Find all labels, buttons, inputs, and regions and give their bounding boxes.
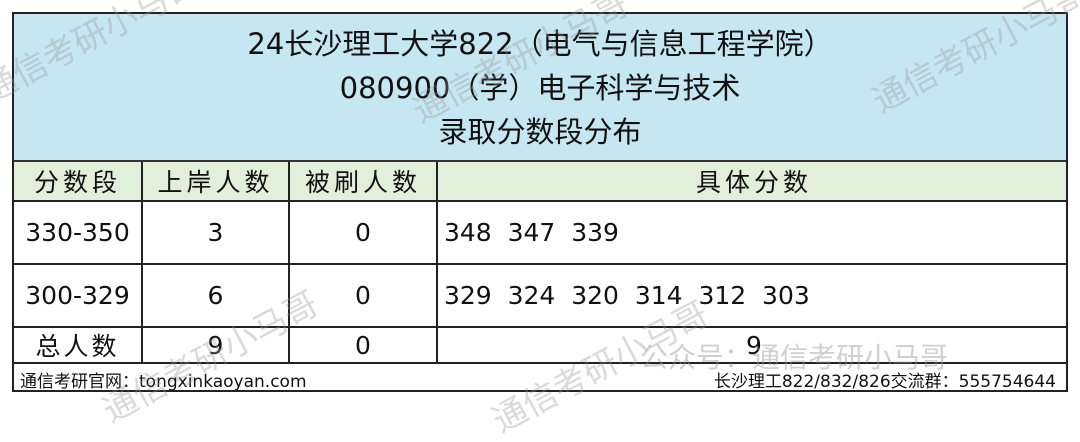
table-row: 330-350 3 0 348 347 339 [14, 202, 1066, 265]
header-rejected: 被刷人数 [290, 162, 438, 200]
total-admitted: 9 [143, 328, 290, 362]
header-range: 分数段 [14, 162, 143, 200]
table-title: 24长沙理工大学822（电气与信息工程学院） 080900（学）电子科学与技术 … [14, 14, 1066, 162]
range-cell: 300-329 [14, 265, 143, 326]
rejected-cell: 0 [290, 202, 438, 263]
scores-cell: 348 347 339 [444, 218, 619, 247]
title-line-3: 录取分数段分布 [438, 115, 642, 149]
score-table: 24长沙理工大学822（电气与信息工程学院） 080900（学）电子科学与技术 … [12, 12, 1068, 392]
website-note: 通信考研官网：tongxinkaoyan.com [20, 372, 307, 392]
total-row: 总人数 9 0 9 [14, 328, 1066, 364]
table-row: 300-329 6 0 329 324 320 314 312 303 [14, 265, 1066, 328]
admitted-cell: 6 [143, 265, 290, 326]
rejected-cell: 0 [290, 265, 438, 326]
total-rejected: 0 [290, 328, 438, 362]
header-scores: 具体分数 [695, 168, 812, 197]
header-row: 分数段 上岸人数 被刷人数 具体分数 [14, 162, 1066, 202]
group-note: 长沙理工822/832/826交流群：555754644 [713, 372, 1056, 392]
total-label: 总人数 [14, 328, 143, 362]
account-watermark: 公众号：通信考研小马哥 [640, 341, 949, 374]
admitted-cell: 3 [143, 202, 290, 263]
scores-cell: 329 324 320 314 312 303 [444, 281, 810, 310]
total-scores: 9 [746, 330, 762, 360]
footer: 通信考研官网：tongxinkaoyan.com 长沙理工822/832/826… [14, 364, 1066, 392]
range-cell: 330-350 [14, 202, 143, 263]
header-admitted: 上岸人数 [143, 162, 290, 200]
title-line-1: 24长沙理工大学822（电气与信息工程学院） [247, 27, 833, 61]
title-line-2: 080900（学）电子科学与技术 [339, 71, 741, 105]
